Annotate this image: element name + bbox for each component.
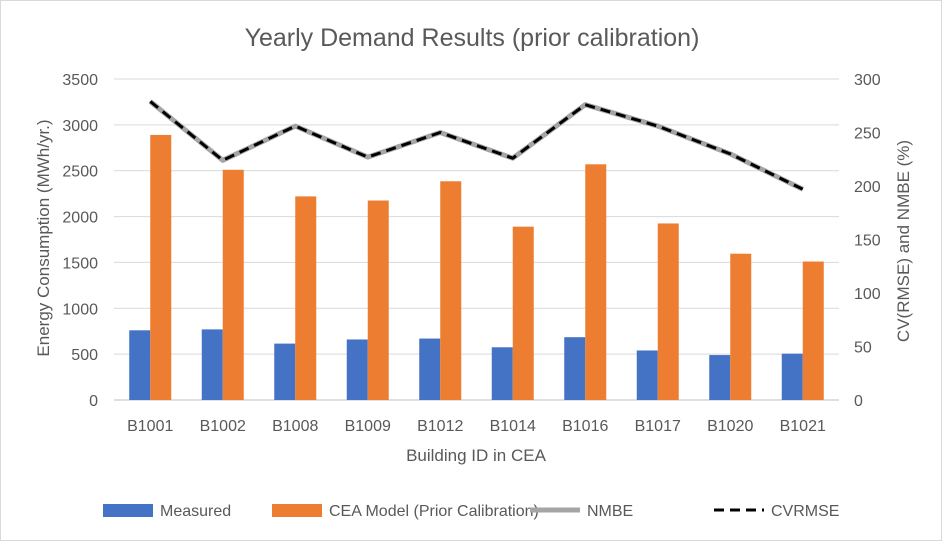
y2-tick-label: 0 — [854, 393, 863, 410]
y-tick-label: 3500 — [62, 72, 98, 89]
x-tick-label: B1014 — [490, 418, 536, 435]
bar-measured — [564, 337, 586, 400]
y-tick-label: 1000 — [62, 301, 98, 318]
legend-label: CEA Model (Prior Calibration) — [329, 503, 539, 520]
y-tick-label: 2000 — [62, 210, 98, 227]
bar-cea-model — [295, 196, 317, 400]
bar-cea-model — [657, 223, 679, 400]
legend-label: Measured — [160, 503, 231, 520]
bars — [129, 134, 824, 400]
x-tick-label: B1016 — [562, 418, 608, 435]
legend: Measured CEA Model (Prior Calibration) NMB… — [103, 503, 839, 520]
y2-tick-label: 300 — [854, 72, 881, 89]
bar-measured — [346, 339, 368, 400]
x-tick-label: B1009 — [345, 418, 391, 435]
y-axis-title: Energy Consumption (MWh/yr.) — [34, 119, 53, 356]
x-tick-label: B1012 — [417, 418, 463, 435]
y2-tick-label: 100 — [854, 286, 881, 303]
y-tick-label: 3000 — [62, 118, 98, 135]
bar-cea-model — [730, 253, 752, 400]
bar-cea-model — [222, 169, 244, 400]
y-tick-label: 1500 — [62, 255, 98, 272]
y2-axis-ticks: 0 50 100 150 200 250 300 — [854, 72, 881, 410]
y2-tick-label: 200 — [854, 179, 881, 196]
bar-cea-model — [440, 181, 462, 400]
x-tick-label: B1020 — [707, 418, 753, 435]
chart-title: Yearly Demand Results (prior calibration… — [245, 24, 700, 52]
legend-label: CVRMSE — [771, 503, 839, 520]
line-cvrmse — [149, 100, 804, 191]
bar-cea-model — [512, 226, 534, 400]
bar-measured — [709, 355, 731, 400]
bar-measured — [491, 347, 513, 400]
bar-measured — [201, 329, 223, 400]
bar-measured — [129, 330, 151, 400]
bar-measured — [274, 343, 296, 400]
bar-cea-model — [367, 200, 389, 400]
lines — [148, 99, 804, 192]
bar-cea-model — [150, 134, 172, 400]
y2-tick-label: 150 — [854, 233, 881, 250]
bar-cea-model — [802, 261, 824, 400]
x-tick-label: B1021 — [780, 418, 826, 435]
legend-swatch — [272, 504, 322, 517]
x-tick-label: B1001 — [127, 418, 173, 435]
legend-label: NMBE — [587, 503, 633, 520]
bar-measured — [781, 353, 803, 400]
y2-tick-label: 50 — [854, 340, 872, 357]
bar-cea-model — [585, 164, 607, 400]
y-tick-label: 500 — [71, 347, 98, 364]
x-axis-title: Building ID in CEA — [406, 446, 547, 465]
y-tick-label: 2500 — [62, 164, 98, 181]
x-tick-label: B1002 — [200, 418, 246, 435]
x-tick-label: B1008 — [272, 418, 318, 435]
y2-tick-label: 250 — [854, 126, 881, 143]
y2-axis-title: CV(RMSE) and NMBE (%) — [894, 140, 913, 342]
x-tick-label: B1017 — [635, 418, 681, 435]
line-nmbe — [148, 99, 804, 192]
x-axis-ticks: B1001 B1002 B1008 B1009 B1012 B1014 B1016 B1017… — [127, 418, 826, 435]
legend-swatch — [103, 504, 153, 517]
bar-measured — [636, 350, 658, 400]
y-tick-label: 0 — [89, 393, 98, 410]
y-axis-ticks: 0 500 1000 1500 2000 2500 3000 3500 — [62, 72, 98, 410]
bar-measured — [419, 338, 441, 400]
